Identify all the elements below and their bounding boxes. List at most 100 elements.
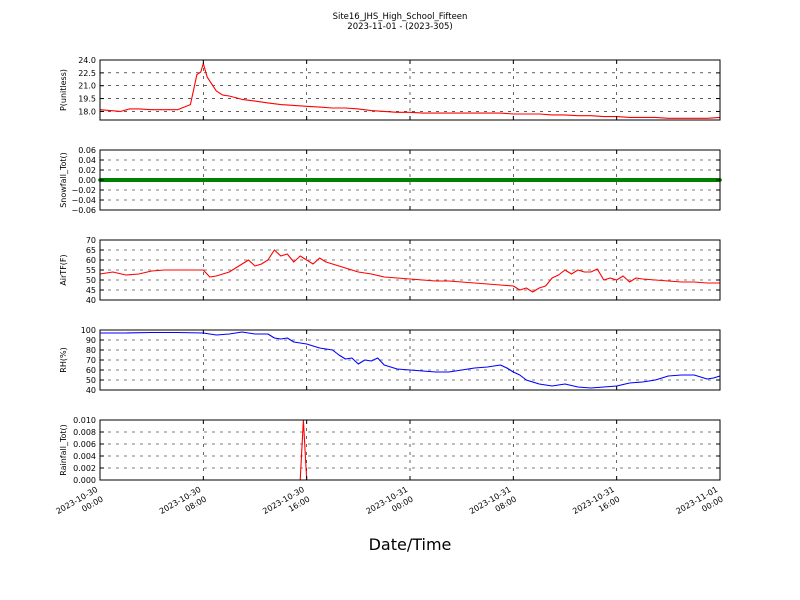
panel-2-point <box>191 178 196 182</box>
panel-2-point <box>340 178 345 182</box>
panel-5-ytick-label: 0.008 <box>73 428 96 437</box>
panel-2-point <box>602 178 606 182</box>
panel-4-ytick-label: 40 <box>86 386 96 395</box>
panel-2-point <box>621 178 625 182</box>
panel-1-ytick-label: 21.0 <box>78 82 96 91</box>
panel-2-point <box>485 178 490 182</box>
panel-2-point <box>188 178 193 182</box>
panel-2-point <box>582 178 587 182</box>
panel-3-ytick-label: 50 <box>86 276 96 285</box>
panel-2-point <box>127 178 131 182</box>
panel-1-y-axis-label: P(unitless) <box>59 69 68 111</box>
panels-group: 18.019.521.022.524.0P(unitless)−0.06−0.0… <box>59 56 722 485</box>
panel-2-point <box>240 178 244 182</box>
panel-1-ytick-label: 18.0 <box>78 107 96 116</box>
panel-2-point <box>624 178 629 182</box>
panel-3-series-line-1 <box>99 249 720 293</box>
panel-3-ytick-label: 65 <box>86 246 96 255</box>
panel-2-point <box>272 178 277 182</box>
panel-2-point <box>611 178 616 182</box>
panel-4-series-line-1 <box>100 331 721 389</box>
panel-2-point <box>292 178 296 182</box>
panel-1-series-line-1 <box>99 62 721 119</box>
panel-2-point <box>217 178 222 182</box>
panel-2-point <box>511 178 516 182</box>
panel-2-point <box>692 178 696 182</box>
panel-2-point <box>285 178 290 182</box>
panel-2-point <box>640 178 645 182</box>
panel-2-point <box>208 178 212 182</box>
panel-2-point <box>162 178 167 182</box>
panel-3-ytick-label: 70 <box>86 236 96 245</box>
panel-2-point <box>440 178 445 182</box>
panel-2-point <box>430 178 435 182</box>
panel-2-point <box>595 178 600 182</box>
panel-2-point <box>437 178 441 182</box>
panel-2-point <box>392 178 396 182</box>
x-axis-label: Date/Time <box>369 535 452 554</box>
panel-2-point <box>653 178 658 182</box>
panel-2-point <box>211 178 215 182</box>
panel-2-point <box>295 178 299 182</box>
panel-3-y-axis-label: AirTF(F) <box>59 254 68 285</box>
panel-2-point <box>266 178 270 182</box>
panel-2-point <box>166 178 170 182</box>
panel-2-point <box>469 178 474 182</box>
panel-2-point <box>114 178 118 182</box>
panel-2-point <box>372 178 377 182</box>
panel-1-ytick-label: 24.0 <box>78 56 96 65</box>
panel-1-ytick-label: 19.5 <box>78 95 96 104</box>
panel-2-point <box>308 178 312 182</box>
panel-2-point <box>201 178 206 182</box>
panel-2-point <box>185 178 189 182</box>
panel-2-point <box>498 178 503 182</box>
panel-2-point <box>443 178 448 182</box>
panel-2-point <box>537 178 541 182</box>
panel-2-point <box>346 178 351 182</box>
panel-2-point <box>569 178 574 182</box>
panel-2-point <box>314 178 319 182</box>
panel-2-point <box>104 178 109 182</box>
panel-2-point <box>369 178 374 182</box>
panel-2-point <box>579 178 583 182</box>
panel-3-ytick-label: 40 <box>86 296 96 305</box>
panel-2-point <box>585 178 590 182</box>
panel-2-point <box>304 178 309 182</box>
panel-2-point <box>175 178 180 182</box>
panel-2-point <box>227 178 231 182</box>
panel-2-point <box>518 178 522 182</box>
panel-2-point <box>182 178 186 182</box>
panel-2-point <box>576 178 580 182</box>
panel-2-point <box>117 178 122 182</box>
panel-3-ytick-label: 55 <box>86 266 96 275</box>
panel-2-point <box>695 178 700 182</box>
panel-3-ytick-label: 45 <box>86 286 96 295</box>
panel-2-point <box>563 178 567 182</box>
panel-2-point <box>253 178 257 182</box>
panel-2-point <box>685 178 690 182</box>
panel-2-point <box>530 178 535 182</box>
panel-4-ytick-label: 90 <box>86 336 96 345</box>
panel-2-point <box>560 178 564 182</box>
panel-2-point <box>401 178 406 182</box>
panel-2-point <box>317 178 322 182</box>
panel-2-point <box>111 178 115 182</box>
panel-2-point <box>572 178 577 182</box>
panel-2-point <box>708 178 713 182</box>
panel-2-point <box>466 178 470 182</box>
panel-2-point <box>682 178 687 182</box>
panel-2-point <box>259 178 264 182</box>
panel-2-point <box>337 178 341 182</box>
panel-2-point <box>598 178 603 182</box>
panel-2-point <box>153 178 157 182</box>
panel-2-point <box>660 178 664 182</box>
panel-2-point <box>398 178 403 182</box>
panel-2-point <box>656 178 661 182</box>
panel-2-point <box>647 178 651 182</box>
panel-2-point <box>679 178 684 182</box>
panel-2-point <box>669 178 674 182</box>
panel-2-point <box>566 178 570 182</box>
panel-2-point <box>379 178 383 182</box>
